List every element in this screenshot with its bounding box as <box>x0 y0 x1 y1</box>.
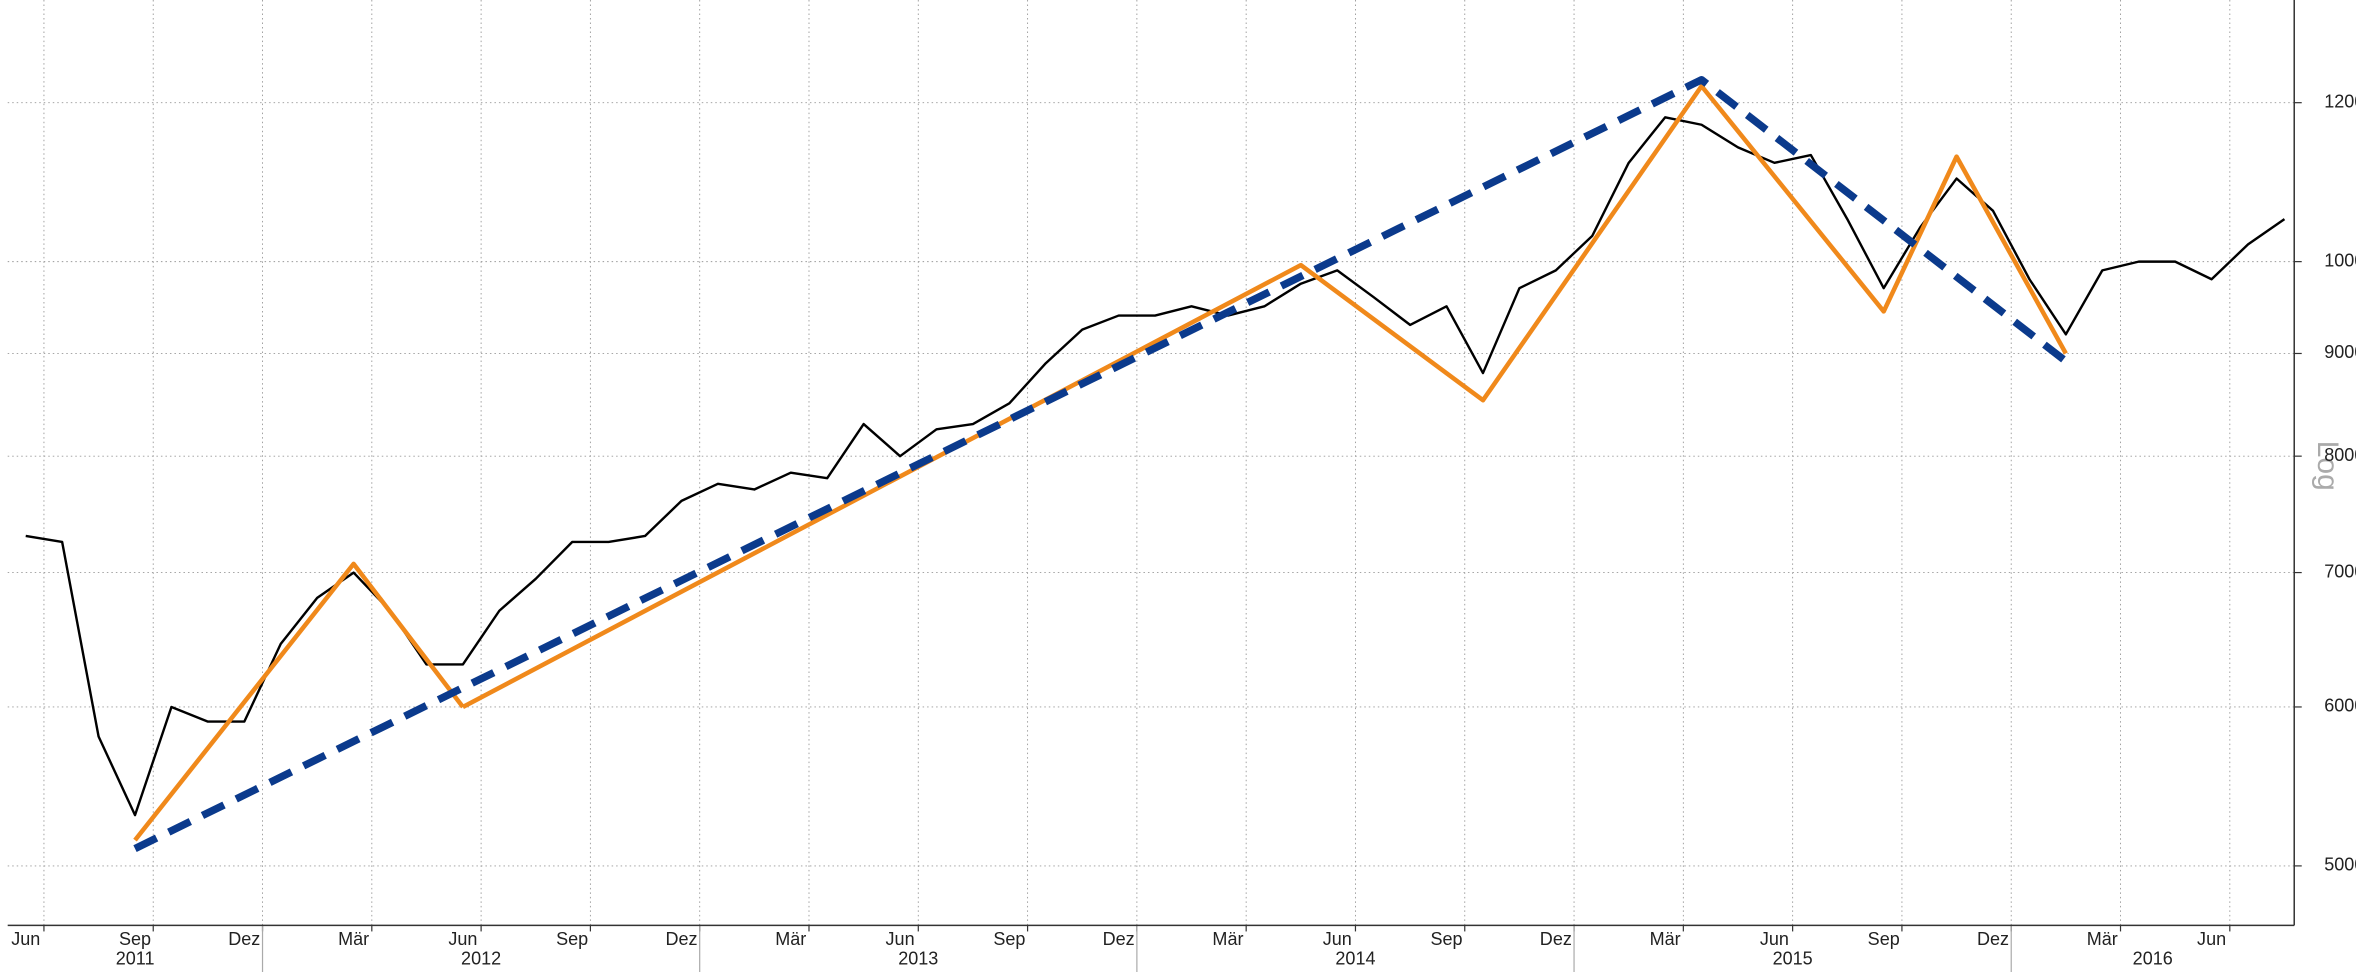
x-tick-label: Mär <box>2087 929 2118 949</box>
series-line <box>133 75 2069 853</box>
x-tick-label: Jun <box>448 929 477 949</box>
x-tick-label: Dez <box>665 929 697 949</box>
series-line <box>25 116 2286 817</box>
y-tick-label: 10000 <box>2324 250 2356 270</box>
year-label: 2011 <box>116 949 155 969</box>
year-label: 2012 <box>461 949 501 969</box>
y-tick-label: 9000 <box>2324 342 2356 362</box>
x-tick-label: Mär <box>338 929 369 949</box>
year-label: 2015 <box>1773 949 1813 969</box>
series-line <box>133 561 465 842</box>
x-tick-label: Dez <box>1977 929 2009 949</box>
year-label: 2013 <box>898 949 938 969</box>
y-axis-label: Log <box>2311 441 2344 491</box>
x-tick-label: Sep <box>119 929 151 949</box>
x-tick-label: Jun <box>1760 929 1789 949</box>
x-tick-label: Sep <box>1431 929 1463 949</box>
y-tick-label: 5000 <box>2324 855 2356 875</box>
x-tick-label: Sep <box>993 929 1025 949</box>
x-tick-label: Mär <box>1212 929 1243 949</box>
x-tick-label: Mär <box>775 929 806 949</box>
x-tick-label: Jun <box>2197 929 2226 949</box>
y-tick-label: 8000 <box>2324 445 2356 465</box>
x-tick-label: Jun <box>1323 929 1352 949</box>
y-tick-label: 7000 <box>2324 561 2356 581</box>
y-tick-label: 12000 <box>2324 91 2356 111</box>
x-tick-label: Mär <box>1650 929 1681 949</box>
series-line <box>461 83 2068 709</box>
x-tick-label: Sep <box>1868 929 1900 949</box>
year-label: 2016 <box>2133 949 2173 969</box>
y-tick-label: 6000 <box>2324 696 2356 716</box>
year-label: 2014 <box>1335 949 1375 969</box>
x-tick-label: Dez <box>1103 929 1135 949</box>
x-tick-label: Jun <box>886 929 915 949</box>
x-tick-label: Dez <box>1540 929 1572 949</box>
x-tick-label: Dez <box>228 929 260 949</box>
x-tick-label: Jun <box>11 929 40 949</box>
x-tick-label: Sep <box>556 929 588 949</box>
